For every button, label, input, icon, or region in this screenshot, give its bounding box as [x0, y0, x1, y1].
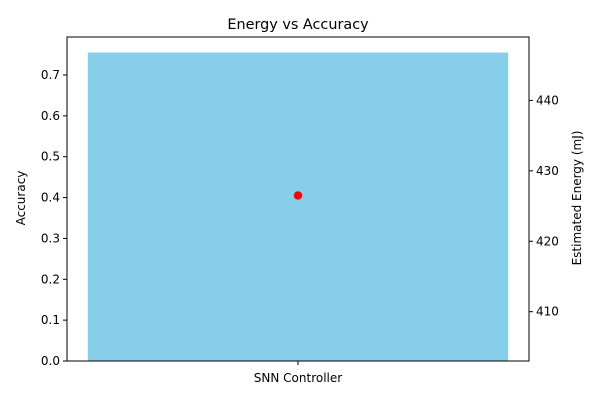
- y-right-tick-label: 440: [536, 93, 559, 107]
- x-tick-label: SNN Controller: [254, 371, 342, 385]
- y-right-axis-label: Estimated Energy (mJ): [570, 131, 584, 266]
- bar-0: [87, 52, 509, 362]
- y-right-tick-label: 430: [536, 164, 559, 178]
- energy-point-0: [293, 191, 303, 200]
- y-left-tick-label: 0.7: [41, 68, 60, 82]
- y-left-tick-label: 0.2: [41, 272, 60, 286]
- axes: 0.0 0.1 0.2 0.3 0.4 0.5 0.6 0.7 410 420 430 440 SNN …: [41, 36, 559, 385]
- y-left-tick-label: 0.5: [41, 150, 60, 164]
- y-left-tick-label: 0.1: [41, 313, 60, 327]
- chart-title: Energy vs Accuracy: [227, 17, 369, 33]
- y-right-tick-label: 420: [536, 234, 559, 248]
- y-left-tick-label: 0.0: [41, 354, 60, 368]
- y-left-tick-label: 0.6: [41, 109, 60, 123]
- y-left-tick-label: 0.4: [41, 191, 60, 205]
- y-right-tick-label: 410: [536, 305, 559, 319]
- plot-area: [87, 52, 509, 362]
- y-left-axis-label: Accuracy: [14, 171, 28, 226]
- y-left-tick-label: 0.3: [41, 231, 60, 245]
